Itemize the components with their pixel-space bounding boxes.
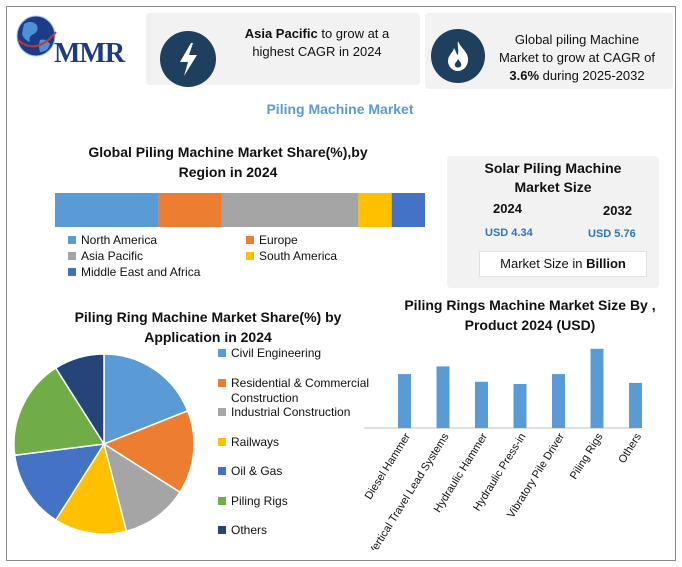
value-2032: USD 5.76 (588, 228, 636, 240)
legend-label: North America (81, 233, 158, 247)
legend-swatch (68, 252, 76, 260)
card1-line1: to grow at a (317, 26, 390, 41)
legend-swatch (246, 252, 254, 260)
solar-title-line1: Solar Piling Machine (484, 160, 622, 176)
year-2024: 2024 (493, 201, 522, 216)
bar-vibratory-pile-driver (552, 374, 565, 428)
pie-slice-others (54, 353, 105, 447)
main-title: Piling Machine Market (266, 101, 414, 117)
bar-segment-europe (158, 193, 222, 227)
legend-swatch (218, 378, 226, 387)
legend-label: South America (259, 249, 338, 263)
asia-pacific-card: Asia Pacific to grow at a highest CAGR i… (146, 13, 420, 87)
legend-label: Industrial Construction (231, 405, 351, 419)
legend-label: Middle East and Africa (81, 265, 201, 279)
market-size-note: Market Size in Billion (479, 251, 647, 277)
legend-swatch (68, 236, 76, 244)
bar-segment-south-america (358, 193, 392, 227)
pie-slice-civil-engineering (103, 353, 189, 446)
bar-hydraulic-hammer (475, 381, 488, 428)
bar-vertical-travel-lead-systems (436, 366, 450, 428)
legend-swatch (218, 349, 226, 357)
x-tick-label-others: Others (616, 431, 644, 466)
legend-label: Oil & Gas (231, 464, 283, 478)
legend-label: Railways (231, 434, 280, 449)
bar-segment-north-america (55, 193, 159, 227)
region-title-line1: Global Piling Machine Market Share(%),by (88, 144, 368, 160)
flame-icon (431, 29, 485, 83)
legend-swatch (218, 437, 226, 446)
application-chart-title: Piling Ring Machine Market Share(%) by A… (58, 307, 358, 347)
legend-item-south-america: South America (246, 249, 337, 263)
legend-swatch (246, 236, 254, 244)
legend-item-civil-engineering: Civil Engineering (218, 346, 321, 361)
legend-label: Civil Engineering (231, 346, 322, 360)
application-title-line2: Application in 2024 (144, 329, 272, 345)
cagr-text: Global piling Machine Market to grow at … (487, 31, 667, 85)
pie-slice-piling-rigs (13, 366, 106, 457)
pie-slice-railways (54, 442, 128, 535)
mmr-logo: MMR (14, 10, 134, 72)
cagr-card: Global piling Machine Market to grow at … (425, 13, 673, 89)
legend-item-asia-pacific: Asia Pacific (68, 249, 143, 263)
application-pie-chart (13, 353, 195, 535)
solar-title: Solar Piling Machine Market Size (447, 159, 659, 197)
value-2024: USD 4.34 (485, 227, 533, 239)
pie-slice-oil-gas (13, 443, 106, 522)
bar-segment-asia-pacific (221, 193, 359, 227)
legend-item-middle-east-and-africa: Middle East and Africa (68, 265, 200, 279)
bar-piling-rigs (590, 348, 604, 428)
legend-swatch (218, 526, 226, 534)
asia-pacific-text: Asia Pacific to grow at a highest CAGR i… (232, 25, 402, 61)
pie-slice-residential-commercial-construction (102, 409, 195, 494)
legend-swatch (68, 268, 76, 276)
legend-label: Piling Rigs (231, 493, 288, 508)
cagr-value: 3.6% (509, 68, 540, 83)
card2-line3: during 2025-2032 (539, 68, 645, 83)
solar-market-size-panel: Solar Piling Machine Market Size 2024 20… (447, 156, 659, 288)
note-unit: Billion (586, 256, 626, 271)
lightning-icon (160, 31, 216, 87)
card2-line1: Global piling Machine (514, 32, 640, 47)
note-prefix: Market Size in (500, 256, 587, 271)
legend-item-europe: Europe (246, 233, 298, 247)
legend-item-residential-commercial-construction: Residential & Commercial Construction (218, 376, 369, 406)
bar-diesel-hammer (398, 374, 411, 428)
product-title-line1: Piling Rings Machine Market Size By , (404, 297, 656, 313)
product-chart-title: Piling Rings Machine Market Size By , Pr… (380, 295, 680, 335)
region-share-chart (55, 193, 425, 227)
legend-swatch (218, 467, 226, 475)
legend-item-others: Others (218, 523, 267, 538)
bar-others (629, 382, 642, 428)
asia-pacific-label: Asia Pacific (244, 26, 318, 41)
legend-label: Others (231, 523, 268, 537)
legend-label: Residential & Commercial Construction (231, 375, 370, 405)
card2-line2: Market to grow at CAGR of (498, 50, 656, 65)
legend-item-railways: Railways (218, 435, 279, 450)
pie-slice-industrial-construction (102, 442, 182, 533)
legend-item-north-america: North America (68, 233, 157, 247)
legend-item-piling-rigs: Piling Rigs (218, 494, 288, 509)
legend-item-industrial-construction: Industrial Construction (218, 405, 350, 420)
solar-title-line2: Market Size (514, 179, 592, 195)
legend-swatch (218, 496, 226, 505)
legend-item-oil-gas: Oil & Gas (218, 464, 282, 479)
year-2032: 2032 (603, 203, 632, 218)
legend-swatch (218, 408, 226, 416)
logo-text: MMR (54, 38, 125, 69)
globe-icon (16, 15, 57, 57)
legend-label: Europe (259, 233, 298, 247)
product-title-line2: Product 2024 (USD) (464, 317, 596, 333)
region-title-line2: Region in 2024 (178, 164, 278, 180)
region-chart-title: Global Piling Machine Market Share(%),by… (68, 142, 388, 182)
legend-label: Asia Pacific (81, 249, 144, 263)
x-tick-label-piling-rigs: Piling Rigs (568, 431, 606, 482)
card1-line2: highest CAGR in 2024 (252, 44, 382, 59)
application-title-line1: Piling Ring Machine Market Share(%) by (74, 309, 342, 325)
bar-hydraulic-press-in (513, 384, 527, 428)
bar-segment-middle-east-and-africa (391, 193, 425, 227)
